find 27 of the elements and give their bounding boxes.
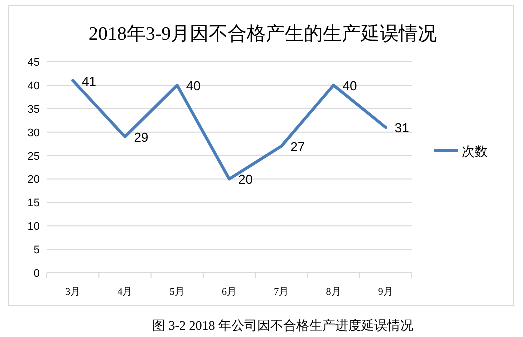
y-tick-label: 45 — [28, 57, 40, 69]
x-tick-label: 8月 — [326, 287, 342, 298]
x-tick-label: 6月 — [222, 287, 237, 298]
y-tick-label: 35 — [28, 104, 40, 116]
chart-title: 2018年3-9月因不合格产生的生产延误情况 — [88, 24, 438, 45]
data-label: 40 — [186, 78, 201, 94]
data-label: 31 — [394, 120, 410, 136]
x-tick-label: 5月 — [170, 287, 185, 298]
y-tick-label: 25 — [28, 150, 40, 163]
y-tick-label: 10 — [28, 221, 40, 234]
x-tick-label: 9月 — [378, 287, 394, 298]
y-tick-label: 30 — [28, 127, 40, 140]
y-tick-label: 20 — [28, 174, 40, 186]
data-label: 27 — [290, 139, 306, 154]
legend-label: 次数 — [462, 144, 488, 159]
data-label: 40 — [342, 78, 358, 94]
caption: 图 3-2 2018 年公司因不合格生产进度延误情况 — [152, 318, 414, 333]
data-label: 20 — [238, 172, 253, 188]
data-label: 29 — [134, 130, 149, 146]
y-tick-label: 0 — [34, 268, 40, 280]
y-tick-label: 5 — [34, 244, 40, 257]
y-tick-label: 15 — [28, 198, 40, 210]
x-tick-label: 7月 — [274, 287, 290, 298]
x-tick-label: 4月 — [118, 287, 133, 298]
x-tick-label: 3月 — [66, 287, 81, 298]
y-tick-label: 40 — [28, 80, 40, 92]
data-label: 41 — [82, 74, 97, 89]
